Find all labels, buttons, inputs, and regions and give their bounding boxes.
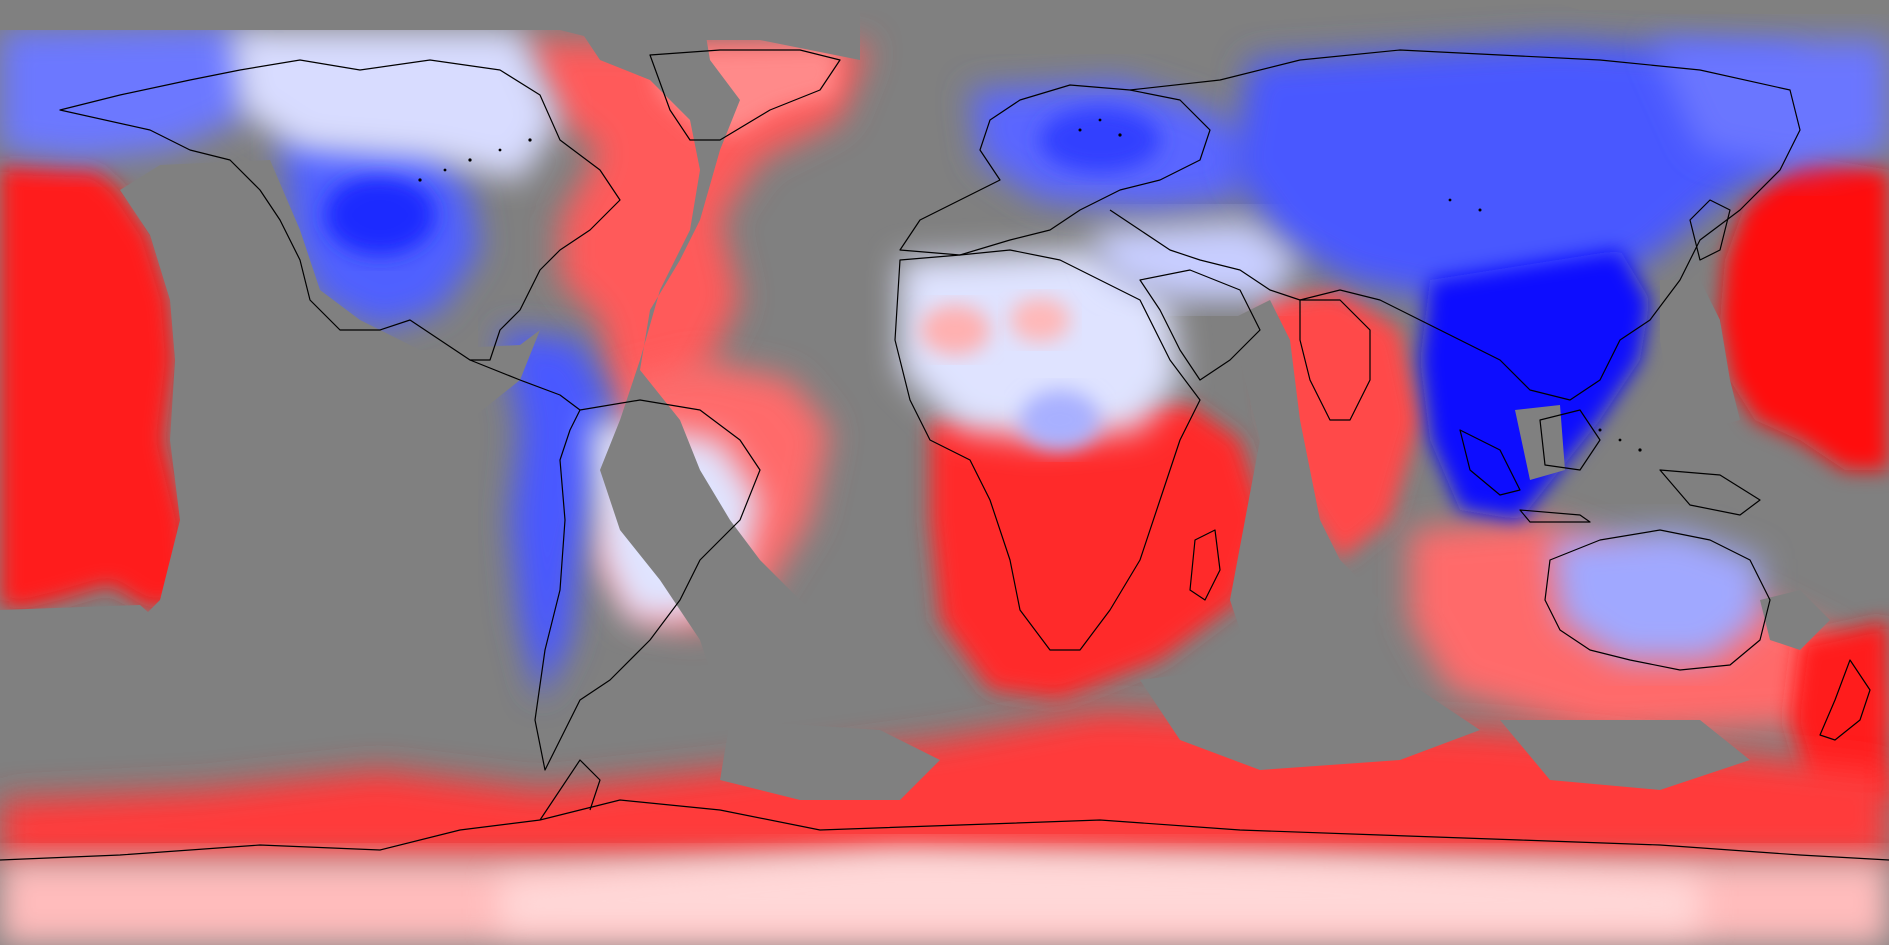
coastline-greenland xyxy=(649,49,841,141)
no-data-west-pacific xyxy=(1660,280,1740,430)
coastline-antarctica xyxy=(0,799,1889,861)
coastline-japan xyxy=(1689,199,1731,261)
coastline-asia xyxy=(1109,49,1801,401)
no-data-southern-east xyxy=(1140,660,1480,770)
coastline-madagascar xyxy=(1189,529,1221,601)
coastline-borneo xyxy=(1539,409,1601,471)
coastline-java xyxy=(1519,509,1591,523)
southeast-asia-cool xyxy=(1420,250,1650,520)
north-america-cool-core xyxy=(325,175,435,255)
scandinavia-cool-core xyxy=(1040,108,1160,172)
no-data-indian-central xyxy=(1230,300,1380,680)
coastline-australia xyxy=(1544,529,1771,671)
coastlines xyxy=(0,49,1889,861)
coastline-sumatra xyxy=(1459,429,1521,496)
no-data-southern-west xyxy=(720,720,940,800)
no-data-pacific-sector xyxy=(1500,720,1750,790)
south-indian-warm xyxy=(930,400,1265,700)
south-america-west-cool xyxy=(500,330,610,700)
no-data-gulf-america xyxy=(120,160,540,720)
no-data-central-atlantic xyxy=(560,0,860,720)
no-data-south-pacific xyxy=(1760,590,1830,650)
africa-warm-patch-2 xyxy=(1010,298,1070,342)
pacific-warm-left xyxy=(0,165,190,610)
coastline-detail xyxy=(418,118,1642,452)
coastline-europe xyxy=(899,84,1211,256)
no-data-mask xyxy=(0,0,1889,800)
coastline-antarctic-peninsula xyxy=(539,759,601,821)
australia-cool xyxy=(1550,530,1760,660)
new-zealand-warm xyxy=(1790,620,1889,800)
asia-cool xyxy=(1230,40,1800,300)
no-data-subantarctic xyxy=(0,605,180,740)
coastline-africa xyxy=(894,249,1201,651)
coastline-south-america xyxy=(534,399,761,771)
canada-light-cool xyxy=(230,30,560,180)
coastline-india xyxy=(1299,299,1371,421)
africa-cool-patch xyxy=(1020,390,1100,450)
coastline-new-zealand xyxy=(1819,659,1871,741)
no-data-indonesia-gap xyxy=(1515,405,1565,480)
pacific-warm-right xyxy=(1720,155,1889,470)
africa-light-cool xyxy=(900,250,1180,440)
no-data-north-pacific xyxy=(0,0,1889,60)
coastline-central-america xyxy=(469,359,581,411)
antarctica-interior xyxy=(500,850,1700,930)
coastline-new-guinea xyxy=(1659,469,1761,516)
africa-warm-patch-1 xyxy=(920,305,990,355)
coastline-arabia xyxy=(1139,269,1261,381)
coastline-north-america xyxy=(59,59,621,361)
